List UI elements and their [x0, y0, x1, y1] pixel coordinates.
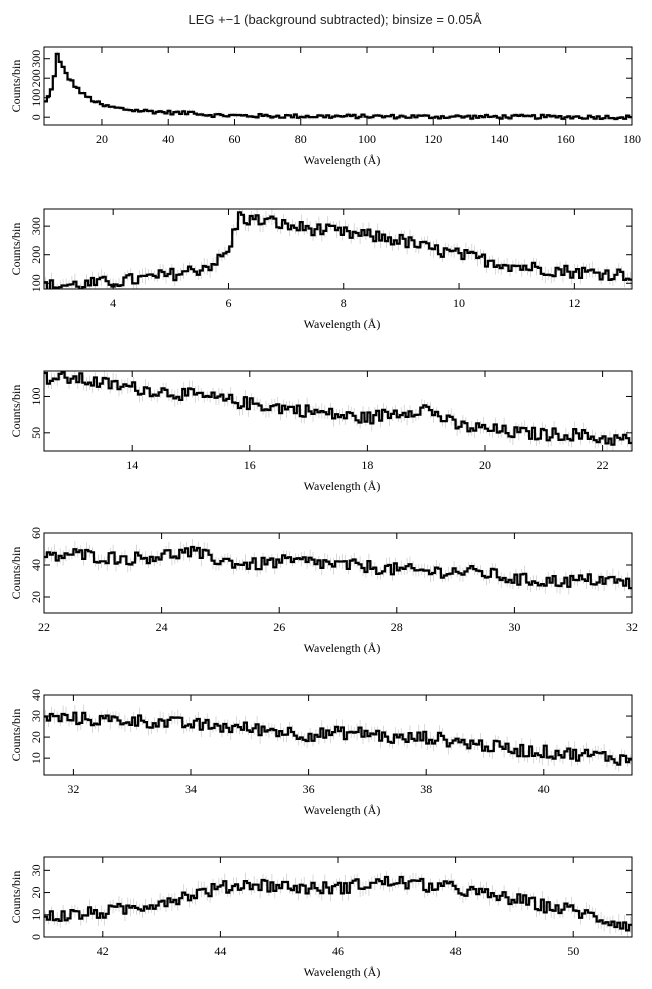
- x-tick-label: 18: [361, 458, 373, 472]
- y-tick-label: 200: [29, 246, 43, 264]
- y-tick-label: 200: [29, 69, 43, 87]
- x-tick-label: 48: [450, 944, 462, 958]
- spectrum-series: [44, 711, 632, 766]
- x-tick-label: 12: [568, 296, 580, 310]
- x-tick-label: 32: [626, 620, 638, 634]
- y-axis-label: Counts/bin: [9, 547, 23, 600]
- x-tick-label: 140: [490, 132, 508, 146]
- x-tick-label: 46: [332, 944, 344, 958]
- x-axis-label: Wavelength (Å): [304, 317, 381, 331]
- y-axis-label: Counts/bin: [9, 709, 23, 762]
- plot-frame: [43, 856, 633, 938]
- x-tick-label: 180: [623, 132, 641, 146]
- x-tick-label: 160: [557, 132, 575, 146]
- x-tick-label: 50: [567, 944, 579, 958]
- x-tick-label: 60: [228, 132, 240, 146]
- y-axis-label: Counts/bin: [9, 223, 23, 276]
- x-tick-label: 100: [358, 132, 376, 146]
- plot-frame: [43, 532, 633, 614]
- spectrum-series: [44, 875, 632, 932]
- plot-frame: [43, 208, 633, 290]
- y-tick-label: 100: [29, 387, 43, 405]
- x-tick-label: 32: [67, 782, 79, 796]
- panel-2: 4 6 8 10 12 100 200 300 Wavelength (Å) Counts/bin: [9, 208, 633, 331]
- y-tick-label: 50: [29, 427, 43, 439]
- x-tick-label: 120: [424, 132, 442, 146]
- x-tick-label: 4: [110, 296, 116, 310]
- x-tick-label: 26: [273, 620, 285, 634]
- x-tick-label: 8: [341, 296, 347, 310]
- x-tick-label: 38: [420, 782, 432, 796]
- x-tick-label: 22: [597, 458, 609, 472]
- plot-frame: [43, 694, 633, 776]
- spectrum-series: [44, 211, 632, 289]
- y-tick-label: 100: [29, 274, 43, 292]
- y-tick-label: 20: [29, 887, 43, 899]
- spectrum-series: [44, 371, 632, 446]
- x-tick-label: 44: [214, 944, 226, 958]
- x-tick-label: 14: [126, 458, 138, 472]
- y-tick-label: 40: [29, 559, 43, 571]
- spectrum-series: [44, 545, 632, 590]
- y-tick-label: 20: [29, 591, 43, 603]
- figure-title: LEG +−1 (background subtracted); binsize…: [188, 12, 481, 27]
- error-bars: [45, 371, 631, 451]
- y-tick-label: 30: [29, 864, 43, 876]
- y-tick-label: 40: [29, 689, 43, 701]
- x-tick-label: 20: [96, 132, 108, 146]
- x-axis-label: Wavelength (Å): [304, 641, 381, 655]
- panel-4: 22 24 26 28 30 32 20 40 60 Wavelength (Å) Counts/b…: [9, 527, 638, 655]
- y-axis-label: Counts/bin: [9, 385, 23, 438]
- x-axis-label: Wavelength (Å): [304, 479, 381, 493]
- error-bars: [45, 539, 631, 597]
- x-tick-label: 24: [156, 620, 168, 634]
- spectrum-series: [44, 52, 632, 121]
- y-tick-label: 10: [29, 909, 43, 921]
- x-tick-label: 80: [295, 132, 307, 146]
- x-tick-label: 36: [303, 782, 315, 796]
- x-tick-label: 16: [244, 458, 256, 472]
- y-tick-label: 300: [29, 217, 43, 235]
- y-tick-label: 0: [29, 934, 43, 940]
- y-tick-label: 100: [29, 89, 43, 107]
- x-axis-label: Wavelength (Å): [304, 965, 381, 979]
- y-tick-label: 60: [29, 527, 43, 539]
- error-bars: [45, 704, 631, 772]
- x-tick-label: 40: [538, 782, 550, 796]
- y-axis-label: Counts/bin: [9, 60, 23, 113]
- plot-frame: [43, 46, 633, 126]
- x-tick-label: 30: [508, 620, 520, 634]
- x-tick-label: 28: [391, 620, 403, 634]
- x-tick-label: 10: [453, 296, 465, 310]
- panels: 20 40 60 80 100 120 140 160 1800100200300Wavelen…: [9, 46, 641, 979]
- x-axis-label: Wavelength (Å): [304, 803, 381, 817]
- x-tick-label: 22: [38, 620, 50, 634]
- y-tick-label: 20: [29, 731, 43, 743]
- x-tick-label: 6: [225, 296, 231, 310]
- x-tick-label: 20: [479, 458, 491, 472]
- x-tick-label: 34: [185, 782, 197, 796]
- panel-5: 32 34 36 38 40 10 20 30 40 Wavelength (Å) Counts/b…: [9, 689, 633, 817]
- x-axis-label: Wavelength (Å): [304, 153, 381, 167]
- y-tick-label: 0: [29, 114, 43, 120]
- x-tick-label: 42: [97, 944, 109, 958]
- y-axis-label: Counts/bin: [9, 871, 23, 924]
- y-tick-label: 300: [29, 50, 43, 68]
- plot-frame: [43, 370, 633, 452]
- panel-6: 42 44 46 48 50 0 10 20 30 Wavelength (Å) Counts/bi…: [9, 856, 633, 979]
- x-tick-label: 40: [162, 132, 174, 146]
- panel-3: 14 16 18 20 22 50 100 Wavelength (Å) Counts/bin: [9, 370, 633, 493]
- y-tick-label: 30: [29, 710, 43, 722]
- y-tick-label: 10: [29, 752, 43, 764]
